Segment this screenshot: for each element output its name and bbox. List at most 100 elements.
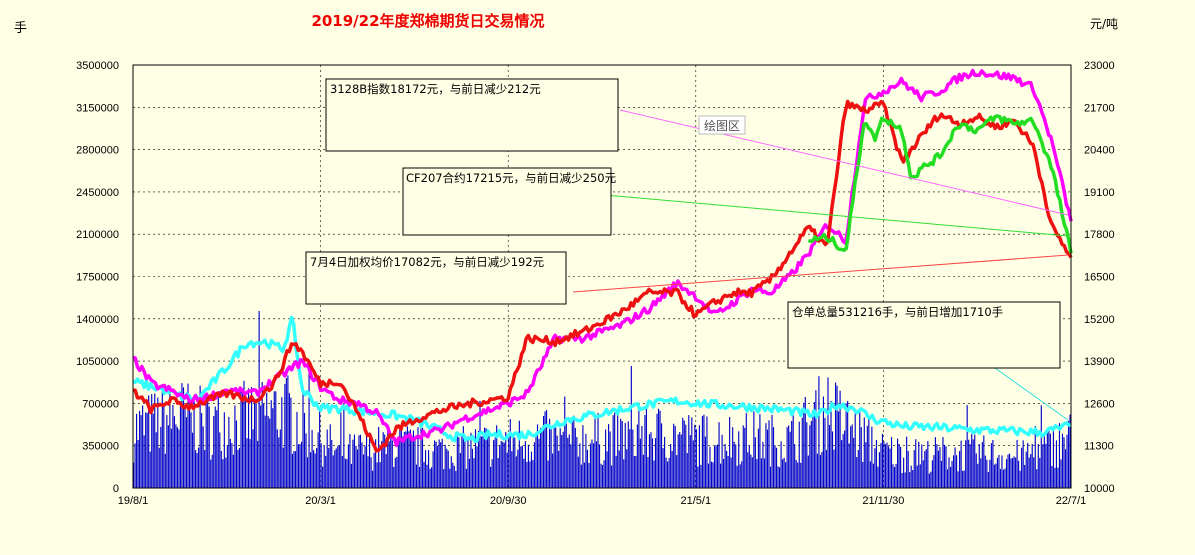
volume-bar: [582, 425, 584, 488]
volume-bar: [1045, 443, 1047, 488]
volume-bar: [193, 397, 195, 488]
volume-bar: [205, 396, 207, 488]
chart-title: 2019/22年度郑棉期货日交易情况: [311, 12, 544, 30]
volume-bar: [362, 454, 365, 488]
volume-bar: [624, 423, 626, 488]
x-axis-ticks: 19/8/1 20/3/1 20/9/30 21/5/1 21/11/30 22/7/1: [118, 495, 1087, 507]
volume-bar: [146, 412, 148, 488]
volume-bar: [269, 418, 271, 488]
volume-bar: [813, 401, 815, 488]
volume-bar: [730, 457, 732, 488]
volume-bar: [674, 426, 676, 488]
volume-bar: [260, 405, 262, 488]
volume-bar: [609, 431, 611, 488]
volume-bar: [465, 468, 467, 488]
volume-bar: [839, 390, 841, 488]
volume-bar: [945, 446, 947, 488]
left-tick-label: 1400000: [76, 314, 119, 326]
volume-bar: [661, 423, 663, 488]
volume-bar: [751, 457, 753, 488]
volume-bar: [815, 390, 817, 488]
volume-bar: [226, 445, 228, 488]
x-tick-label: 21/11/30: [862, 495, 904, 507]
volume-bar: [644, 415, 646, 488]
volume-bar: [650, 432, 652, 488]
volume-bar: [238, 448, 241, 488]
volume-bar: [1024, 465, 1026, 488]
right-tick-label: 15200: [1084, 314, 1115, 326]
volume-bar: [252, 429, 254, 488]
volume-bar: [629, 429, 631, 488]
volume-bar: [900, 446, 902, 488]
volume-bar: [871, 426, 873, 488]
volume-bar: [204, 450, 206, 488]
volume-bar: [910, 465, 912, 488]
leader-line-average: [572, 254, 1069, 293]
volume-bar: [748, 445, 750, 488]
volume-bar: [828, 425, 831, 488]
volume-bar: [1067, 420, 1070, 488]
volume-bar: [683, 420, 685, 488]
volume-bar: [151, 394, 153, 488]
volume-bar: [671, 451, 673, 488]
volume-bar: [418, 467, 421, 488]
volume-bar: [308, 359, 310, 488]
volume-bar: [369, 432, 371, 488]
x-tick-label: 20/9/30: [490, 495, 527, 507]
volume-bar: [552, 453, 554, 488]
right-tick-label: 19100: [1084, 187, 1115, 199]
left-tick-label: 3150000: [76, 102, 119, 114]
left-tick-label: 0: [113, 483, 119, 495]
volume-bar: [293, 451, 295, 488]
volume-bar: [614, 412, 616, 488]
volume-bar: [844, 430, 846, 488]
volume-bar: [356, 449, 359, 488]
volume-bar: [1002, 469, 1005, 488]
volume-bar: [800, 462, 802, 488]
volume-bar: [1021, 447, 1023, 488]
volume-bar: [989, 459, 991, 488]
left-tick-label: 2450000: [76, 187, 119, 199]
x-tick-label: 20/3/1: [305, 495, 336, 507]
volume-bar: [388, 441, 390, 488]
volume-bar: [163, 403, 165, 488]
volume-bar: [659, 410, 661, 488]
volume-bar: [585, 433, 587, 488]
volume-bar: [423, 462, 425, 488]
volume-bar: [875, 439, 877, 488]
volume-bar: [211, 454, 213, 488]
volume-bar: [243, 380, 245, 488]
volume-bar: [493, 440, 495, 488]
volume-bar: [942, 437, 944, 488]
volume-bar: [538, 438, 540, 488]
volume-bar: [477, 431, 480, 488]
volume-bar: [526, 461, 528, 488]
volume-bar: [836, 385, 838, 488]
volume-bar: [733, 441, 735, 488]
volume-bar: [450, 456, 452, 488]
volume-bar: [571, 421, 573, 488]
volume-bar: [865, 442, 867, 488]
volume-bar: [452, 462, 454, 488]
volume-bar: [812, 410, 814, 488]
plot-area-frame: [132, 64, 1072, 489]
volume-bar: [922, 460, 924, 488]
volume-bar: [816, 453, 818, 488]
left-axis-unit: 手: [14, 21, 27, 36]
volume-bar: [860, 427, 862, 488]
volume-bar: [326, 429, 328, 488]
volume-bar: [299, 444, 301, 488]
volume-bar: [595, 441, 598, 488]
volume-bar: [399, 430, 401, 488]
volume-bar: [1069, 414, 1071, 488]
volume-bar: [379, 462, 381, 488]
volume-bar: [606, 451, 608, 488]
volume-bar: [317, 432, 319, 488]
volume-bar: [664, 436, 666, 488]
volume-bar: [627, 421, 629, 488]
annotation-box-warehouse: [787, 301, 1061, 369]
volume-bar: [975, 453, 977, 488]
volume-bar: [520, 446, 522, 488]
right-tick-label: 13900: [1084, 356, 1115, 368]
volume-bar: [1061, 433, 1064, 488]
